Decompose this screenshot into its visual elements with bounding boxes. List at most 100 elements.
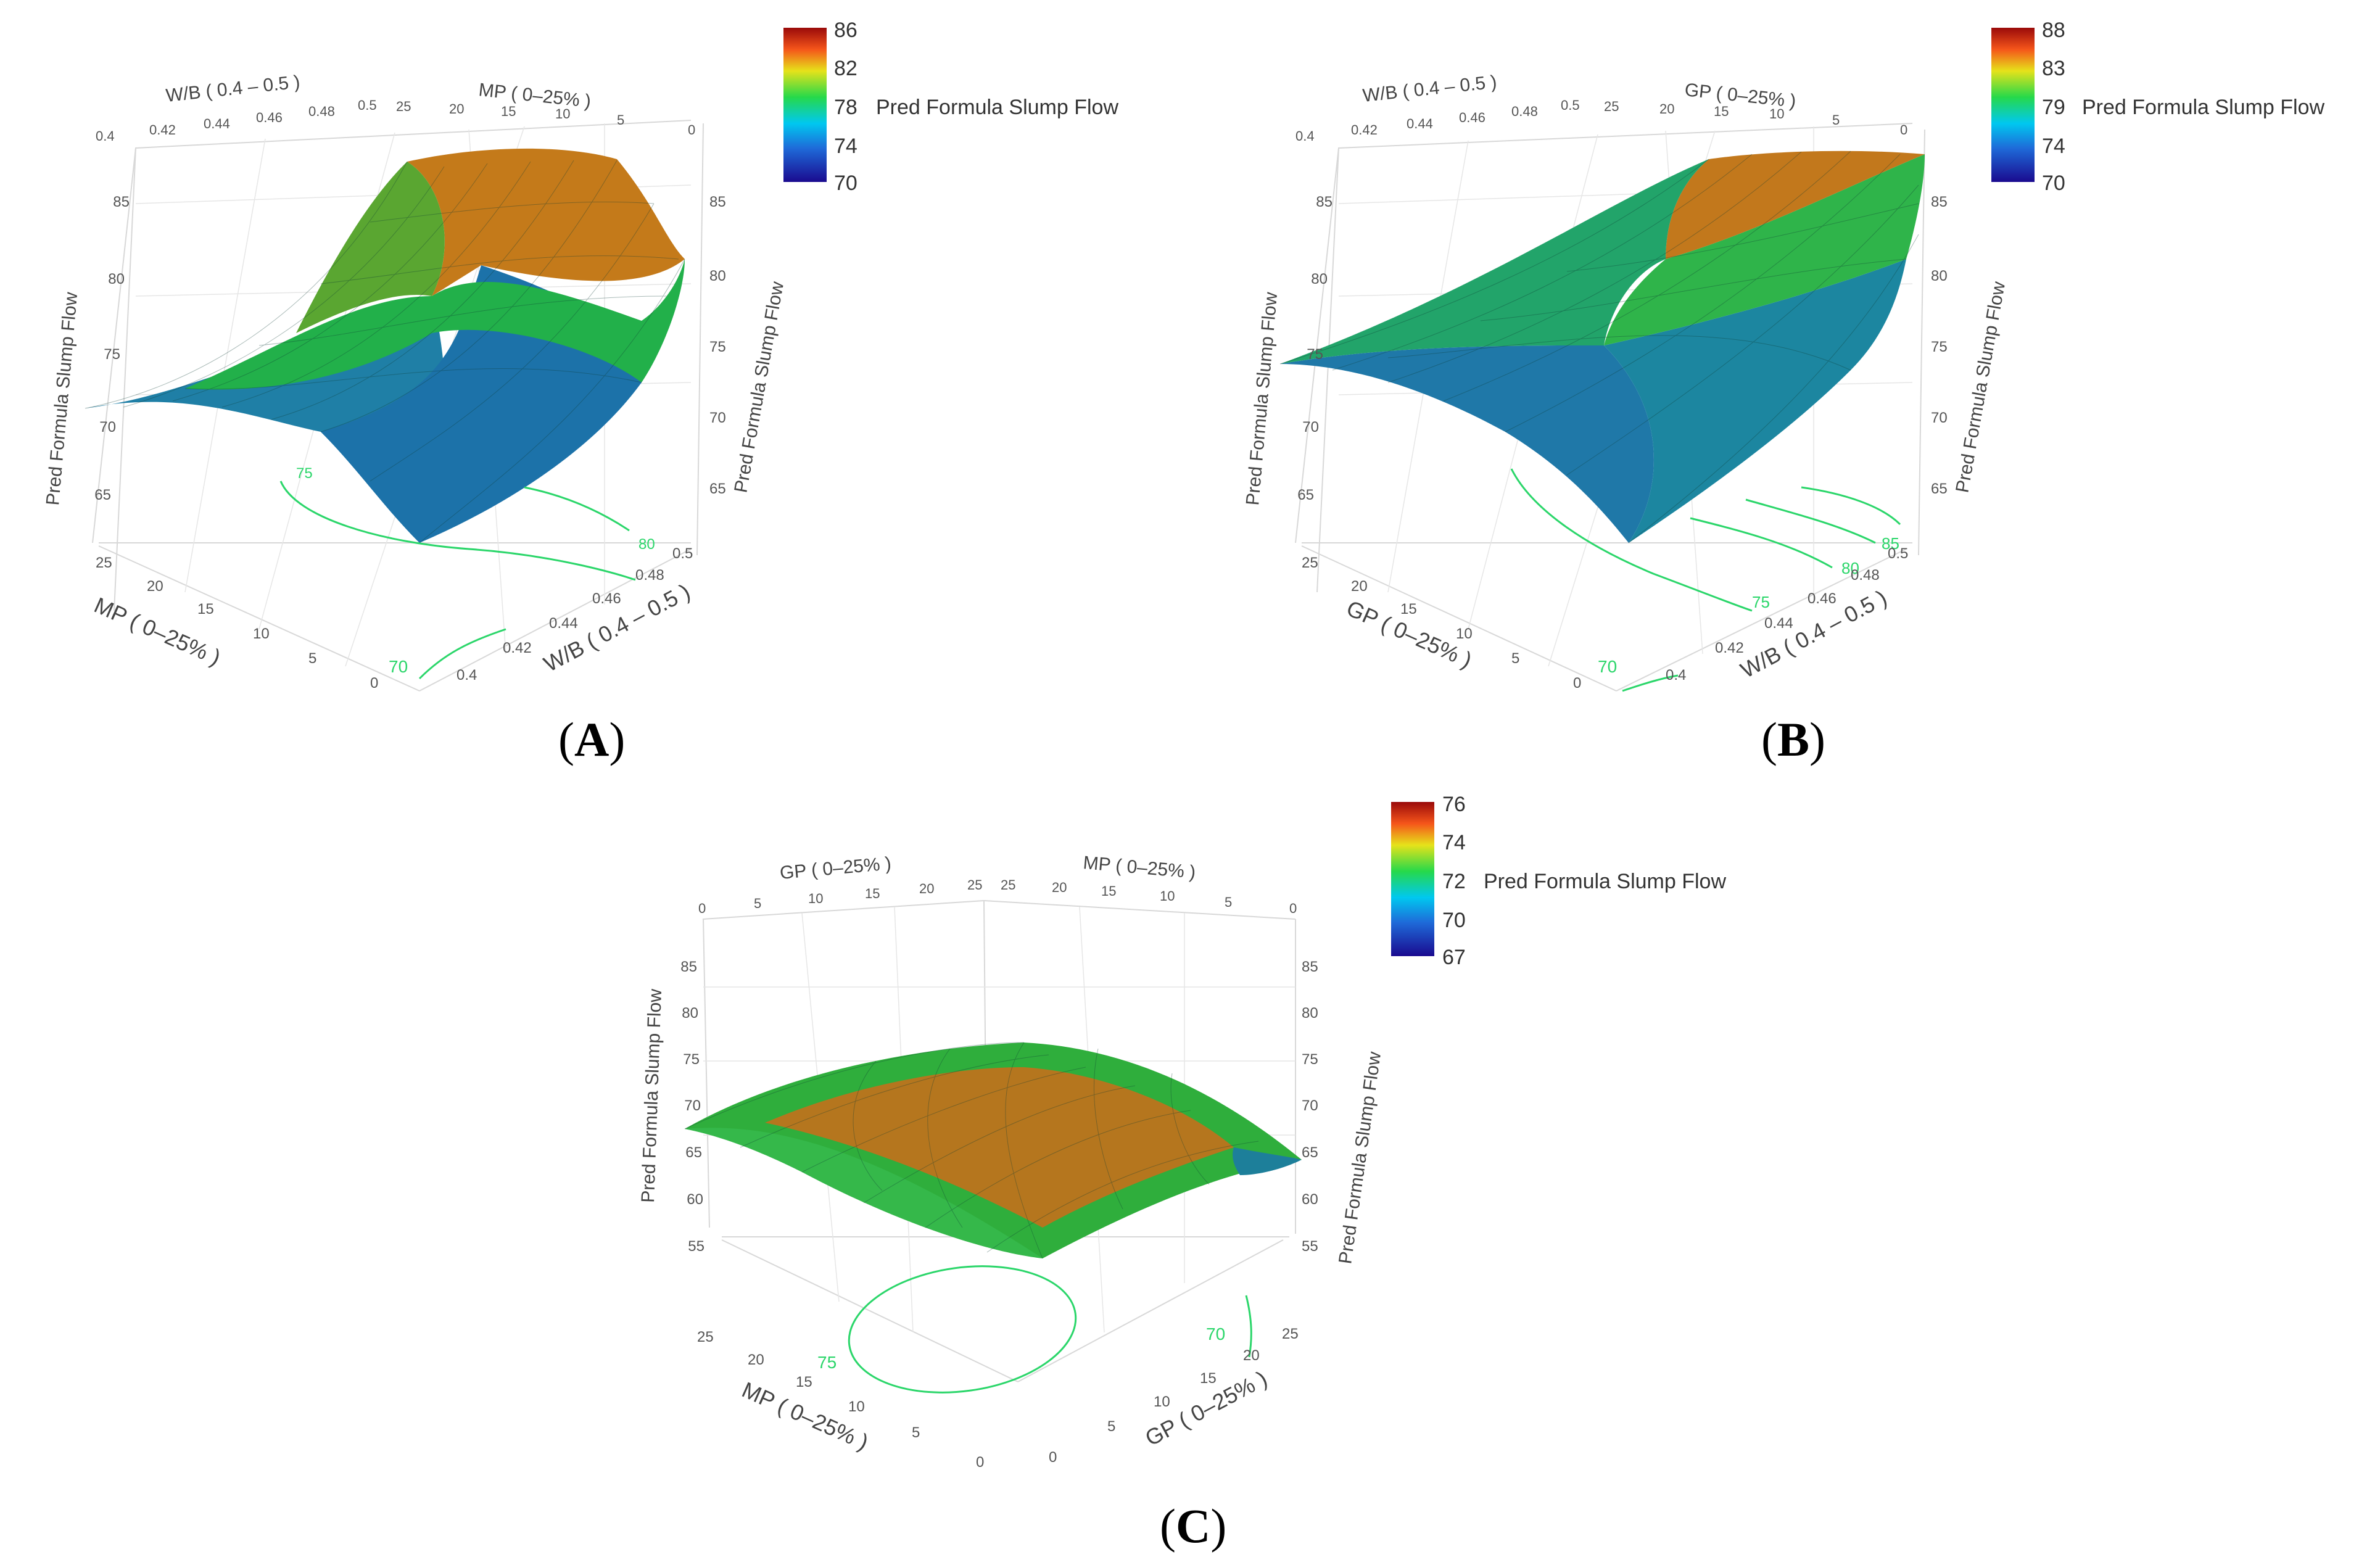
panel-a-z-ticks-left: 85 80 75 70 65 — [94, 194, 130, 503]
panel-b-surface — [1279, 151, 1925, 543]
panel-c-front-y-tick: 15 — [1200, 1370, 1217, 1387]
panel-a-z-tick: 75 — [709, 339, 726, 355]
panel-b-front-y-ticks: 0.5 0.48 0.46 0.44 0.42 0.4 — [1666, 545, 1908, 683]
panel-b-back-y-tick: 10 — [1769, 106, 1784, 122]
panel-b-back-y-tick: 25 — [1604, 99, 1619, 114]
panel-c-back-x-label: GP ( 0–25% ) — [779, 853, 892, 883]
panel-c-z-tick: 60 — [687, 1191, 703, 1208]
panel-b-z-label-left: Pred Formula Slump Flow — [1242, 291, 1281, 506]
panel-b-back-y-tick: 20 — [1659, 101, 1674, 117]
panel-c-back-y-tick: 10 — [1160, 888, 1175, 904]
panel-a-colorbar-tick: 70 — [834, 171, 857, 195]
panel-a-front-x-tick: 15 — [197, 601, 214, 617]
panel-c-back-y-tick: 15 — [1101, 883, 1116, 899]
panel-c-colorbar — [1391, 802, 1434, 956]
panel-b-contour-label-2: 80 — [1841, 559, 1859, 577]
panel-a-front-y-tick: 0.5 — [672, 545, 693, 562]
panel-a-z-tick: 80 — [108, 271, 125, 287]
panel-b-front-y-tick: 0.4 — [1666, 667, 1686, 683]
panel-a-contour-1 — [279, 481, 636, 581]
panel-c-z-tick: 55 — [688, 1238, 704, 1255]
panel-c-front-x-tick: 15 — [796, 1374, 812, 1390]
panel-c-back-x-tick: 20 — [919, 881, 934, 896]
panel-c-z-tick: 55 — [1302, 1238, 1318, 1255]
panel-a-box — [92, 120, 704, 692]
panel-c-z-tick: 80 — [682, 1005, 698, 1022]
panel-c-back-x-tick: 15 — [865, 886, 880, 901]
panel-c-z-tick: 65 — [685, 1144, 702, 1161]
panel-a-contour-label-3: 70 — [389, 657, 408, 676]
panel-a-back-x-tick: 0.42 — [149, 122, 176, 138]
panel-b-surface-band-5 — [1280, 159, 1709, 364]
panel-b-front-y-tick: 0.46 — [1808, 590, 1837, 607]
panel-a-front-y-tick: 0.4 — [457, 667, 477, 683]
panel-a-back-x-tick: 0.4 — [96, 128, 115, 144]
panel-b-z-tick: 75 — [1307, 346, 1323, 363]
panel-a-back-y-tick: 5 — [617, 112, 624, 128]
panel-c-back-y-label: MP ( 0–25% ) — [1082, 853, 1196, 883]
panel-a-colorbar-tick: 78 — [834, 96, 857, 119]
panel-b-front-y-tick: 0.44 — [1764, 615, 1793, 632]
panel-b-contours — [1510, 468, 1901, 692]
panel-c-colorbar-label: Pred Formula Slump Flow — [1484, 870, 1726, 893]
panel-c-z-tick: 70 — [1302, 1097, 1318, 1114]
panel-c-z-tick: 75 — [683, 1051, 700, 1068]
panel-b-colorbar-label: Pred Formula Slump Flow — [2082, 96, 2324, 119]
panel-c-z-tick: 65 — [1302, 1144, 1318, 1161]
panel-a-z-tick: 85 — [709, 194, 726, 210]
panel-c-z-label-right: Pred Formula Slump Flow — [1335, 1051, 1385, 1265]
panel-c-front-x-tick: 0 — [976, 1454, 984, 1471]
panel-c-surface-mesh — [684, 1042, 1259, 1259]
panel-a-back-x-tick: 0.46 — [256, 110, 283, 125]
panel-a-front-y-tick: 0.44 — [549, 615, 578, 632]
panel-c-back-y-tick: 0 — [1289, 901, 1297, 916]
panel-b-z-ticks-right: 85 80 75 70 65 — [1931, 194, 1948, 497]
panel-a-front-y-ticks: 0.5 0.48 0.46 0.44 0.42 0.4 — [457, 545, 693, 683]
panel-b-back-x-tick: 0.4 — [1295, 128, 1315, 144]
panel-a-back-y-tick: 10 — [555, 106, 570, 122]
panel-b-surface-band-2 — [1604, 259, 1906, 543]
panel-a-contour-2 — [524, 486, 630, 532]
panel-c-contour-label-1: 75 — [817, 1353, 837, 1372]
panel-b-caption: (B) — [1761, 712, 1825, 766]
panel-a-colorbar-ticks: 86 82 78 74 70 — [834, 19, 857, 195]
panel-c-front-x-tick: 20 — [748, 1352, 764, 1368]
panel-c-back-x-tick: 5 — [754, 896, 761, 911]
panel-a-z-tick: 80 — [709, 268, 726, 284]
panel-a-front-x-tick: 0 — [370, 675, 378, 692]
panel-b-z-tick: 75 — [1931, 339, 1948, 355]
panel-a-back-y-tick: 25 — [396, 99, 411, 114]
panel-a-colorbar-tick: 74 — [834, 134, 857, 158]
panel-a-z-tick: 65 — [709, 481, 726, 497]
panel-c-contour-2 — [1245, 1295, 1252, 1358]
panel-b-front-x-tick: 10 — [1456, 626, 1473, 642]
panel-a: 75 80 70 0.4 0.42 0.44 0.46 0.48 0.5 W/B… — [43, 19, 1118, 766]
panel-b-contour-label-1: 85 — [1882, 534, 1899, 553]
panel-c-back-y-tick: 5 — [1225, 894, 1232, 910]
panel-b-contour-label-3: 75 — [1752, 593, 1770, 611]
panel-a-back-y-tick: 20 — [449, 101, 464, 117]
panel-a-z-label-left: Pred Formula Slump Flow — [43, 291, 81, 506]
panel-b-back-y-tick: 15 — [1714, 104, 1729, 119]
panel-b-back-y-label: GP ( 0–25% ) — [1684, 80, 1797, 112]
panel-a-back-y-tick: 0 — [688, 122, 695, 138]
panel-b-colorbar-ticks: 88 83 79 74 70 — [2042, 19, 2065, 195]
panel-b-colorbar-tick: 83 — [2042, 57, 2065, 80]
panel-b-surface-band-1 — [1280, 345, 1654, 543]
panel-c-back-x-ticks: 0 5 10 15 20 25 — [698, 877, 982, 916]
panel-a-surface-band-4 — [185, 259, 685, 390]
panel-c-front-x-tick: 25 — [697, 1329, 714, 1345]
panel-b-contour-4 — [1801, 486, 1901, 526]
panel-b-front-x-tick: 15 — [1400, 601, 1417, 617]
panel-a-z-tick: 70 — [709, 410, 726, 426]
panel-a-back-x-tick: 0.5 — [358, 97, 377, 113]
panel-b-colorbar — [1991, 28, 2035, 182]
panel-b-back-y-tick: 0 — [1900, 122, 1907, 138]
panel-a-caption: (A) — [558, 712, 625, 766]
panel-c-back-y-tick: 20 — [1052, 880, 1067, 895]
panel-a-front-y-tick: 0.46 — [592, 590, 621, 607]
panel-b: 85 80 75 70 0.4 0.42 0.44 0.46 0.48 0.5 … — [1242, 19, 2324, 766]
panel-b-back-x-tick: 0.42 — [1351, 122, 1378, 138]
panel-a-contours — [279, 481, 636, 680]
